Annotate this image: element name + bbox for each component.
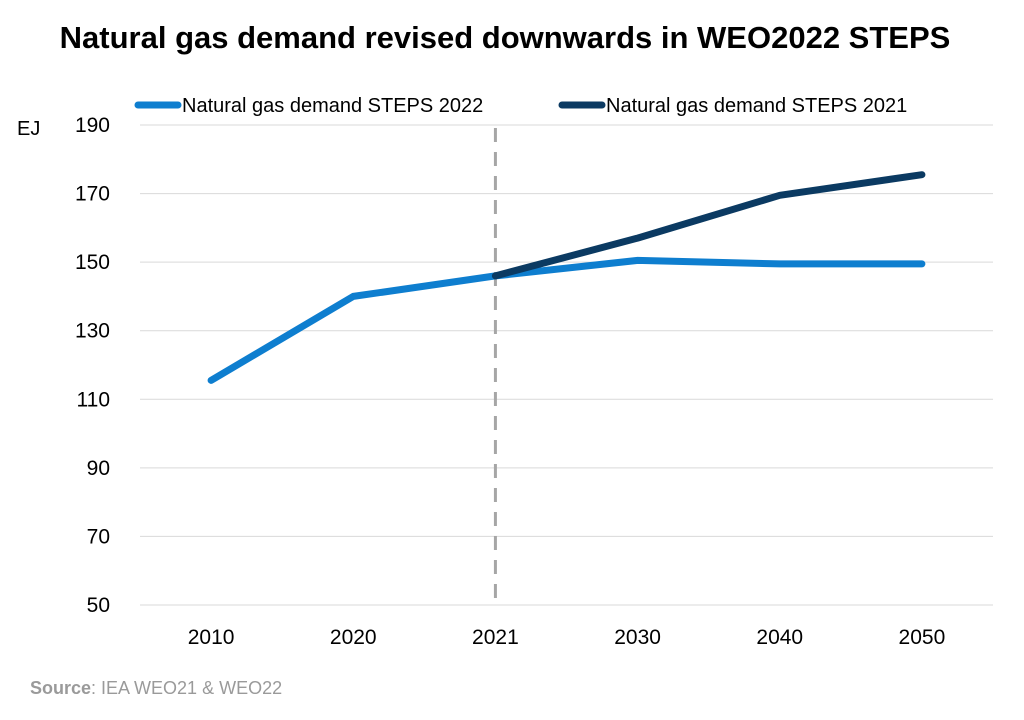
series-lines	[207, 171, 926, 384]
x-tick-label: 2010	[188, 626, 235, 649]
y-tick-label: 70	[87, 525, 110, 548]
y-axis-ticks: 50 70 90 110 130 150 170 190	[75, 114, 110, 617]
legend-label: Natural gas demand STEPS 2021	[606, 95, 907, 117]
y-tick-label: 110	[77, 388, 110, 411]
x-tick-label: 2030	[614, 626, 661, 649]
y-axis-label: EJ	[17, 118, 40, 140]
x-tick-label: 2020	[330, 626, 377, 649]
x-axis-ticks: 2010 2020 2021 2030 2040 2050	[188, 626, 946, 649]
source-text: : IEA WEO21 & WEO22	[91, 678, 283, 698]
x-tick-label: 2040	[756, 626, 803, 649]
series-line-1	[207, 256, 926, 384]
x-tick-label: 2021	[472, 626, 519, 649]
y-tick-label: 150	[75, 251, 110, 274]
x-tick-label: 2050	[899, 626, 946, 649]
source-note: Source: IEA WEO21 & WEO22	[30, 678, 282, 699]
source-label: Source	[30, 678, 92, 698]
legend-label: Natural gas demand STEPS 2022	[182, 95, 483, 117]
y-tick-label: 130	[75, 320, 110, 343]
chart-title: Natural gas demand revised downwards in …	[59, 20, 951, 55]
y-tick-label: 90	[87, 457, 110, 480]
y-tick-label: 190	[75, 114, 110, 137]
y-tick-label: 50	[87, 594, 110, 617]
legend: Natural gas demand STEPS 2022 Natural gas…	[134, 95, 907, 117]
y-tick-label: 170	[75, 183, 110, 206]
gridlines	[140, 124, 993, 606]
series-line-2	[491, 171, 926, 280]
